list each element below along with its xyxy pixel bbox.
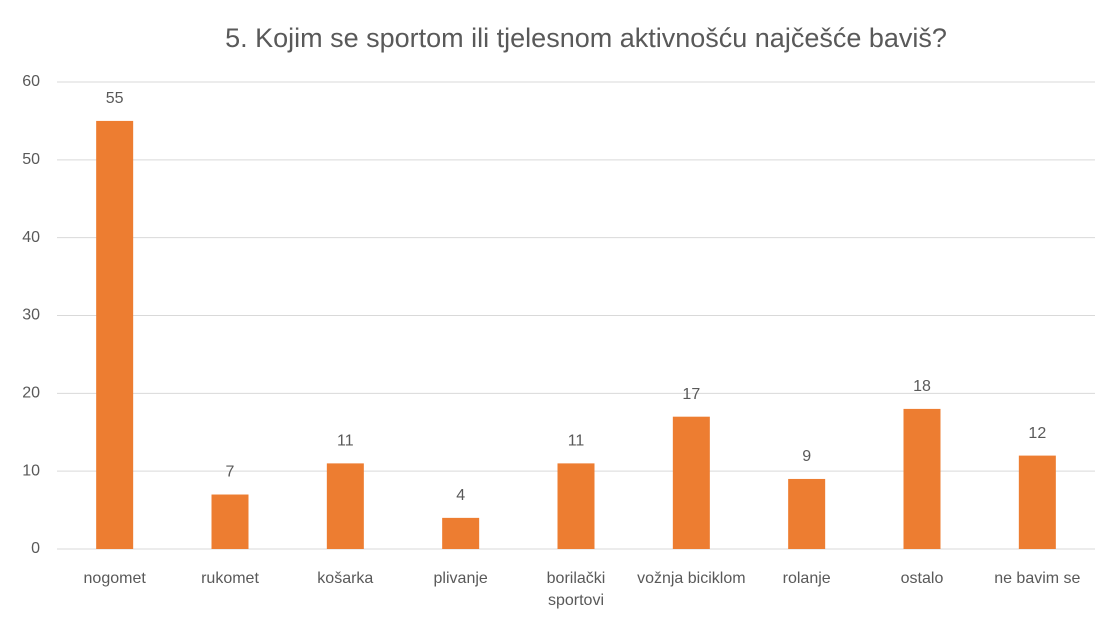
data-label: 11 bbox=[568, 433, 585, 450]
data-label: 55 bbox=[106, 90, 124, 107]
x-tick-label: plivanje bbox=[433, 570, 488, 587]
data-label: 7 bbox=[226, 464, 235, 481]
chart-title: 5. Kojim se sportom ili tjelesnom aktivn… bbox=[225, 23, 947, 53]
bar bbox=[672, 416, 710, 549]
y-tick-label: 20 bbox=[22, 385, 40, 402]
x-tick-label: košarka bbox=[317, 570, 374, 587]
data-label: 12 bbox=[1028, 425, 1046, 442]
y-tick-label: 60 bbox=[22, 73, 40, 90]
y-tick-label: 30 bbox=[22, 307, 40, 324]
bar bbox=[903, 408, 941, 549]
x-tick-label: rukomet bbox=[201, 570, 259, 587]
x-tick-label: nogomet bbox=[83, 570, 146, 587]
bar bbox=[788, 478, 826, 549]
x-tick-label: ostalo bbox=[900, 570, 944, 587]
x-tick-label: ne bavim se bbox=[994, 570, 1081, 587]
y-tick-label: 50 bbox=[22, 151, 40, 168]
y-tick-label: 40 bbox=[22, 229, 40, 246]
data-label: 11 bbox=[337, 433, 354, 450]
bar bbox=[326, 463, 364, 549]
data-label: 17 bbox=[682, 386, 700, 403]
x-tick-label: vožnja biciklom bbox=[637, 570, 746, 587]
data-label: 18 bbox=[913, 378, 931, 395]
bar bbox=[557, 463, 595, 549]
data-label: 9 bbox=[802, 448, 811, 465]
bar bbox=[211, 494, 249, 549]
bar bbox=[1018, 455, 1056, 549]
x-tick-label: rolanje bbox=[782, 570, 831, 587]
bar bbox=[96, 120, 134, 550]
x-tick-label: borilački sportovi bbox=[546, 570, 606, 609]
y-tick-label: 0 bbox=[31, 540, 40, 557]
bar bbox=[442, 517, 480, 549]
data-label: 4 bbox=[456, 487, 465, 504]
y-tick-label: 10 bbox=[22, 462, 40, 479]
